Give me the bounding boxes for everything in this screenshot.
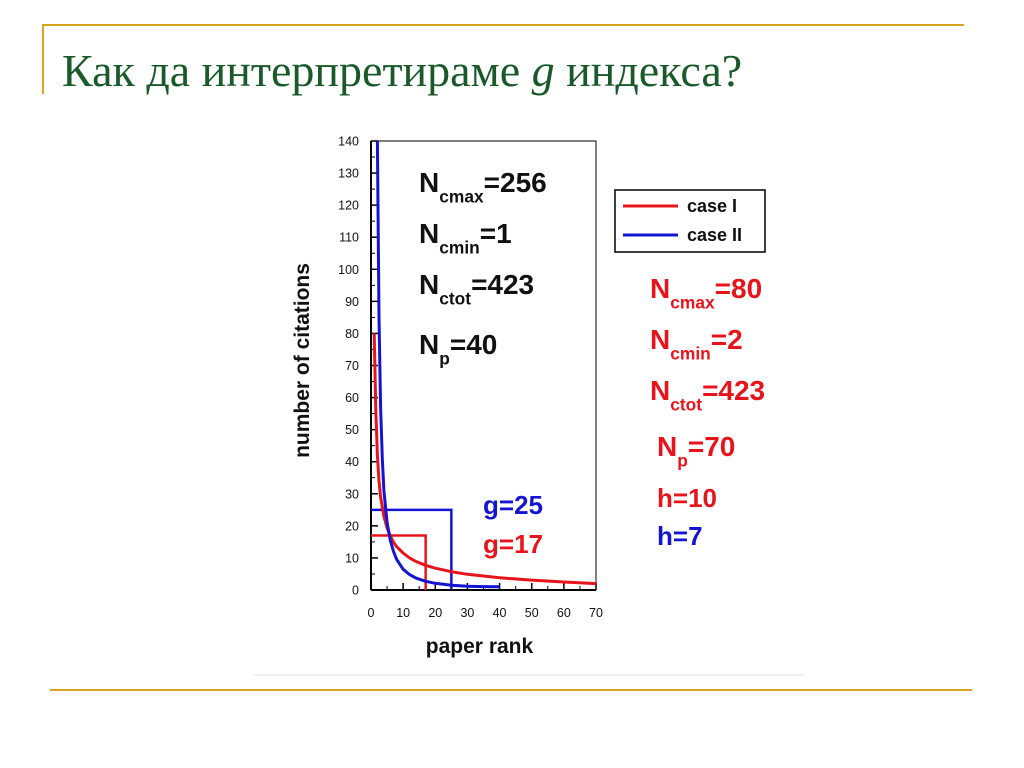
stat-case-I-p-subscript: p [677,451,688,471]
x-tick-label: 40 [493,606,507,620]
stat-case-II-cmax-subscript: cmax [439,187,484,207]
stat-case-II-cmax-main: N [419,167,439,198]
y-tick-label: 120 [338,199,359,213]
stat-case-II-p-subscript: p [439,349,450,369]
g-label-case-II: g=25 [483,490,543,520]
title-g-letter: g [531,45,555,96]
y-axis-label: number of citations [291,263,314,458]
y-tick-label: 70 [345,359,359,373]
y-tick-label: 30 [345,487,359,501]
stat-case-I-cmax-subscript: cmax [670,293,715,313]
stat-case-I-cmin: Ncmin=2 [650,324,743,364]
stat-case-I-p: Np=70 [657,431,735,471]
h-label-case-II: h=7 [657,521,703,551]
plot-frame [370,140,597,591]
stat-case-I-cmax-main: N [650,273,670,304]
y-tick-label: 20 [345,519,359,533]
stat-case-II-cmin-value: =1 [480,218,512,249]
y-tick-label: 40 [345,455,359,469]
y-tick-label: 0 [352,584,359,598]
top-rule [42,24,964,26]
stat-case-II-ctot-value: =423 [471,269,534,300]
stat-case-I-ctot-value: =423 [702,375,765,406]
series-line-case-II [375,140,500,589]
y-tick-label: 100 [338,263,359,277]
x-tick-label: 0 [368,606,375,620]
stat-case-I-p-main: N [657,431,677,462]
y-tick-label: 130 [338,167,359,181]
stat-case-I-ctot-main: N [650,375,670,406]
x-tick-label: 50 [525,606,539,620]
stat-case-II-cmax: Ncmax=256 [419,167,547,207]
stat-case-I-cmin-subscript: cmin [670,344,711,364]
legend-box [614,189,766,253]
y-tick-label: 110 [339,231,359,245]
stat-case-I-cmax: Ncmax=80 [650,273,762,313]
stat-case-II-p-value: =40 [450,329,498,360]
series-line-case-I [372,333,596,586]
stat-case-I-cmax-value: =80 [715,273,763,304]
title-text-before: Как да интерпретираме [62,45,532,96]
y-tick-label: 10 [345,551,359,565]
y-tick-label: 50 [345,423,359,437]
stat-case-II-cmin-subscript: cmin [439,238,480,258]
stat-case-II-p: Np=40 [419,329,497,369]
slide-title: Как да интерпретираме g индекса? [62,44,742,97]
stat-case-I-p-value: =70 [688,431,736,462]
bottom-rule [50,689,972,691]
x-tick-label: 10 [396,606,410,620]
stat-case-II-ctot-main: N [419,269,439,300]
stat-case-I-cmin-main: N [650,324,670,355]
y-tick-label: 60 [345,391,359,405]
x-axis-label: paper rank [426,635,534,658]
h-label-case-I: h=10 [657,483,717,513]
legend-label-case-I: case I [687,196,737,216]
y-tick-label: 80 [345,327,359,341]
stat-case-II-cmin: Ncmin=1 [419,218,512,258]
title-text-after: индекса? [554,45,743,96]
x-tick-label: 70 [589,606,603,620]
y-tick-label: 90 [345,295,359,309]
x-tick-label: 30 [460,606,474,620]
stat-case-II-ctot-subscript: ctot [439,289,471,309]
x-tick-label: 20 [428,606,442,620]
left-accent-rule [42,24,44,94]
stat-case-I-cmin-value: =2 [711,324,743,355]
x-tick-label: 60 [557,606,571,620]
legend-label-case-II: case II [687,225,742,245]
g-label-case-I: g=17 [483,529,543,559]
stat-case-I-ctot-subscript: ctot [670,395,702,415]
stat-case-II-cmax-value: =256 [484,167,547,198]
y-tick-label: 140 [338,135,359,149]
stat-case-II-p-main: N [419,329,439,360]
stat-case-II-cmin-main: N [419,218,439,249]
stat-case-II-ctot: Nctot=423 [419,269,534,309]
stat-case-I-ctot: Nctot=423 [650,375,765,415]
g-box-25 [371,508,453,590]
